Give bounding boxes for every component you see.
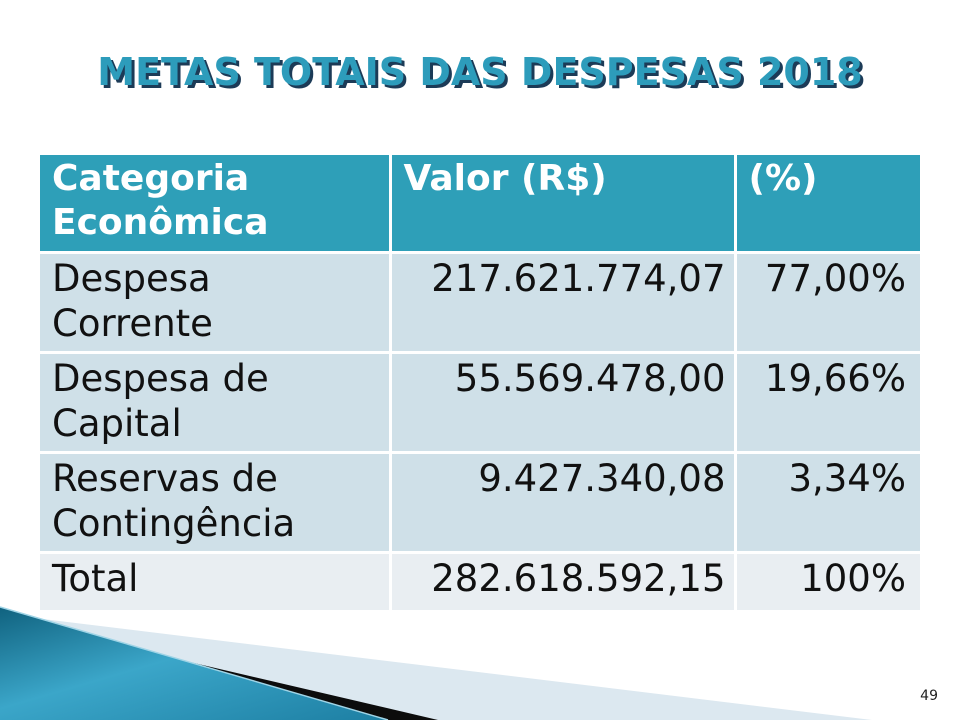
total-value: 282.618.592,15 (390, 552, 737, 610)
row-label-reservas-contingencia: Reservas de Contingência (40, 452, 392, 554)
table-total-row: Total 282.618.592,15 100% (40, 552, 920, 610)
table-row: Despesa Corrente 217.621.774,07 77,00% (40, 252, 920, 354)
row-percent: 19,66% (735, 352, 920, 454)
total-percent: 100% (735, 552, 920, 610)
page-number: 49 (920, 688, 938, 704)
row-percent: 77,00% (735, 252, 920, 354)
column-header-categoria: Categoria Econômica (40, 155, 392, 254)
expenses-table: Categoria Econômica Valor (R$) (%) Despe… (40, 155, 920, 610)
row-value: 217.621.774,07 (390, 252, 737, 354)
swoosh-highlight-line (0, 606, 389, 720)
column-header-valor: Valor (R$) (390, 155, 737, 254)
row-percent: 3,34% (735, 452, 920, 554)
row-value: 9.427.340,08 (390, 452, 737, 554)
row-label-despesa-corrente: Despesa Corrente (40, 252, 392, 354)
row-value: 55.569.478,00 (390, 352, 737, 454)
table-row: Reservas de Contingência 9.427.340,08 3,… (40, 452, 920, 554)
column-header-percent: (%) (735, 155, 920, 254)
row-label-despesa-capital: Despesa de Capital (40, 352, 392, 454)
corner-swoosh-decoration (0, 606, 872, 720)
total-label: Total (40, 552, 392, 610)
slide-title: METAS TOTAIS DAS DESPESAS 2018 (97, 50, 863, 94)
table-header-row: Categoria Econômica Valor (R$) (%) (40, 155, 920, 254)
table-row: Despesa de Capital 55.569.478,00 19,66% (40, 352, 920, 454)
